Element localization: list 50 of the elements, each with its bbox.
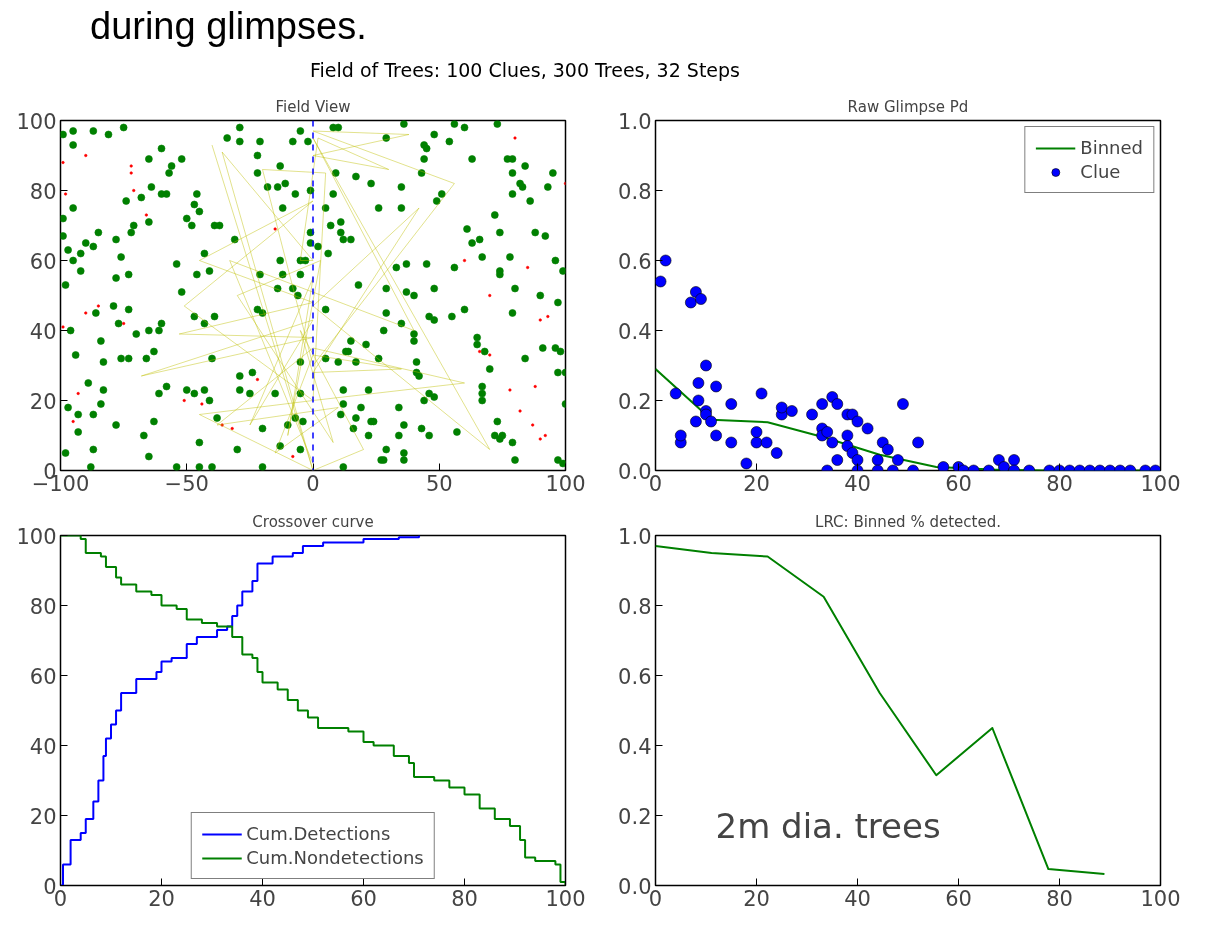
chart-title: Field View [275, 97, 351, 116]
x-tick-label: 60 [945, 886, 972, 911]
legend-label: Binned [1080, 137, 1143, 158]
x-tick-label: 80 [1046, 886, 1073, 911]
y-tick-label: 0.2 [618, 804, 652, 829]
y-tick-label: 60 [29, 664, 57, 689]
y-tick-label: 0.8 [618, 594, 652, 619]
y-tick-label: 60 [29, 249, 57, 274]
y-tick-label: 100 [16, 109, 57, 134]
x-tick-label: 100 [1140, 471, 1181, 496]
x-tick-label: 40 [844, 471, 871, 496]
y-tick-label: 80 [29, 179, 57, 204]
y-tick-label: 1.0 [618, 109, 652, 134]
y-tick-label: 0.4 [618, 319, 652, 344]
legend-label: Cum.Detections [246, 823, 391, 844]
x-tick-label: 40 [844, 886, 871, 911]
x-tick-label: 20 [148, 886, 175, 911]
annotation: 2m dia. trees [715, 805, 941, 846]
x-tick-label: −50 [164, 471, 209, 496]
x-tick-label: 100 [545, 886, 586, 911]
y-tick-label: 0.8 [618, 179, 652, 204]
y-tick-label: 40 [29, 734, 57, 759]
y-tick-label: 20 [29, 804, 57, 829]
x-tick-label: 100 [545, 471, 586, 496]
y-tick-label: 0.6 [618, 249, 652, 274]
x-tick-label: 0 [306, 471, 320, 496]
y-tick-label: 1.0 [618, 524, 652, 549]
x-tick-label: 40 [249, 886, 276, 911]
x-tick-label: 20 [743, 471, 770, 496]
x-tick-label: 80 [1046, 471, 1073, 496]
x-tick-label: 100 [1140, 886, 1181, 911]
x-tick-label: 60 [350, 886, 377, 911]
y-tick-label: 0.4 [618, 734, 652, 759]
y-tick-label: 0.6 [618, 664, 652, 689]
y-tick-label: 40 [29, 319, 57, 344]
y-tick-label: 20 [29, 389, 57, 414]
y-tick-label: 0.2 [618, 389, 652, 414]
text: Field of Trees: 100 Clues, 300 Trees, 32 Steps [310, 58, 740, 83]
x-tick-label: 80 [451, 886, 478, 911]
x-tick-label: 50 [425, 471, 453, 496]
legend-label: Cum.Nondetections [246, 847, 424, 868]
x-tick-label: 60 [945, 471, 972, 496]
legend-label: Clue [1080, 161, 1121, 182]
chart-title: Crossover curve [252, 512, 374, 531]
y-tick-label: 80 [29, 594, 57, 619]
text: during glimpses. [90, 5, 367, 47]
y-tick-label: 100 [16, 524, 57, 549]
chart-title: Raw Glimpse Pd [847, 97, 969, 116]
chart-title: LRC: Binned % detected. [815, 512, 1001, 531]
x-tick-label: 20 [743, 886, 770, 911]
